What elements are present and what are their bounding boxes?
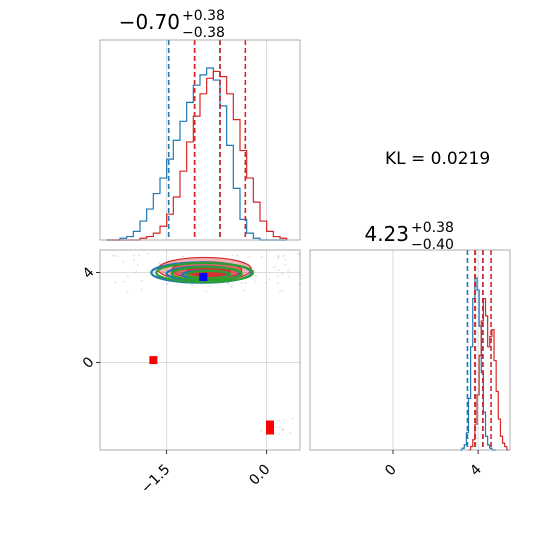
joint-sample-75	[158, 262, 161, 265]
right-xtick-label-1: 4	[467, 461, 485, 479]
joint-contour-2-2	[185, 269, 232, 280]
joint-panel: −1.5 0.0 0 4	[80, 249, 301, 497]
joint-marker-0	[199, 272, 208, 281]
joint-sample-21	[123, 280, 126, 283]
joint-sample-27	[208, 285, 211, 287]
joint-sample-4	[253, 269, 256, 272]
joint-sample-68	[205, 290, 208, 293]
joint-sample-14	[282, 255, 285, 257]
joint-sample-60	[231, 254, 234, 257]
marginal-y-title-median: 4.23	[364, 222, 409, 246]
joint-sample-b-3	[291, 417, 294, 420]
joint-sample-51	[114, 281, 117, 284]
joint-sample-b-1	[281, 428, 284, 430]
joint-sample-59	[112, 254, 115, 257]
joint-sample-40	[260, 256, 263, 259]
kl-annotation: KL = 0.0219	[385, 149, 490, 169]
joint-sample-b-4	[277, 419, 280, 422]
joint-sample-62	[147, 252, 150, 255]
joint-sample-61	[116, 255, 119, 258]
joint-sample-72	[277, 256, 280, 259]
joint-sample-26	[236, 254, 239, 257]
joint-sample-33	[273, 266, 276, 268]
joint-ytick-label-1: 4	[80, 264, 98, 282]
joint-sample-b-13	[282, 429, 285, 431]
joint-sample-8	[242, 289, 245, 292]
joint-sample-19	[287, 269, 290, 272]
joint-sample-37	[244, 281, 247, 284]
marginal-x-title-median: −0.70	[119, 10, 180, 34]
joint-sample-41	[133, 258, 135, 261]
joint-sample-42	[126, 275, 129, 278]
joint-contour-2-0	[155, 261, 255, 284]
joint-sample-53	[227, 282, 230, 285]
joint-sample-44	[298, 282, 300, 285]
marginal-y-hist-series-0	[460, 277, 497, 451]
joint-ytick-label-0: 0	[80, 354, 98, 372]
joint-sample-66	[122, 260, 125, 263]
joint-sample-32	[281, 273, 284, 276]
marginal-y-frame	[309, 249, 511, 451]
joint-sample-58	[134, 272, 137, 274]
marginal-x-title-upper: +0.38	[182, 8, 225, 24]
joint-sample-50	[254, 280, 257, 283]
marginal-y-title-upper: +0.38	[411, 220, 454, 236]
joint-sample-70	[136, 263, 139, 266]
joint-marker-1	[149, 356, 158, 365]
joint-sample-78	[278, 269, 280, 271]
joint-sample-24	[282, 289, 284, 292]
joint-sample-45	[230, 285, 233, 288]
joint-sample-74	[255, 274, 258, 277]
joint-sample-3	[173, 261, 176, 264]
joint-sample-b-2	[260, 430, 263, 432]
joint-sample-57	[182, 255, 185, 258]
joint-marker-2	[266, 420, 274, 435]
joint-sample-55	[240, 282, 243, 284]
joint-sample-17	[140, 279, 143, 282]
right-xtick-label-0: 0	[382, 462, 400, 480]
joint-sample-52	[126, 291, 129, 294]
joint-sample-10	[284, 259, 287, 261]
joint-sample-b-6	[278, 433, 281, 435]
marginal-x-panel: −0.70 +0.38 −0.38	[99, 8, 301, 241]
marginal-y-title-lower: −0.40	[411, 237, 454, 253]
joint-sample-47	[138, 254, 140, 257]
joint-sample-64	[162, 282, 164, 285]
marginal-x-hist-series-0	[106, 67, 287, 241]
joint-sample-73	[297, 253, 300, 255]
joint-sample-b-11	[278, 426, 281, 429]
joint-sample-b-5	[289, 432, 291, 434]
joint-sample-49	[277, 255, 280, 257]
joint-sample-36	[287, 275, 290, 278]
joint-xtick-label-1: 0.0	[246, 462, 273, 489]
joint-sample-76	[277, 275, 279, 278]
joint-sample-56	[277, 282, 279, 285]
marginal-y-panel: 4.23 +0.38 −0.40 0 4	[309, 220, 511, 480]
joint-sample-b-8	[283, 418, 286, 421]
joint-sample-6	[264, 282, 267, 284]
joint-sample-23	[191, 283, 193, 286]
joint-sample-12	[284, 263, 287, 266]
joint-sample-43	[141, 288, 143, 291]
joint-sample-1	[166, 283, 169, 286]
joint-sample-b-12	[274, 426, 277, 429]
marginal-x-frame	[99, 39, 301, 241]
joint-sample-20	[248, 256, 251, 259]
joint-xtick-label-0: −1.5	[138, 462, 173, 497]
joint-sample-71	[279, 290, 281, 293]
marginal-y-hist-series-1	[468, 298, 509, 451]
joint-sample-69	[133, 254, 135, 257]
marginal-x-title-lower: −0.38	[182, 25, 225, 41]
joint-sample-16	[268, 278, 271, 281]
marginal-x-hist-series-1	[106, 70, 288, 241]
joint-frame	[99, 249, 301, 451]
